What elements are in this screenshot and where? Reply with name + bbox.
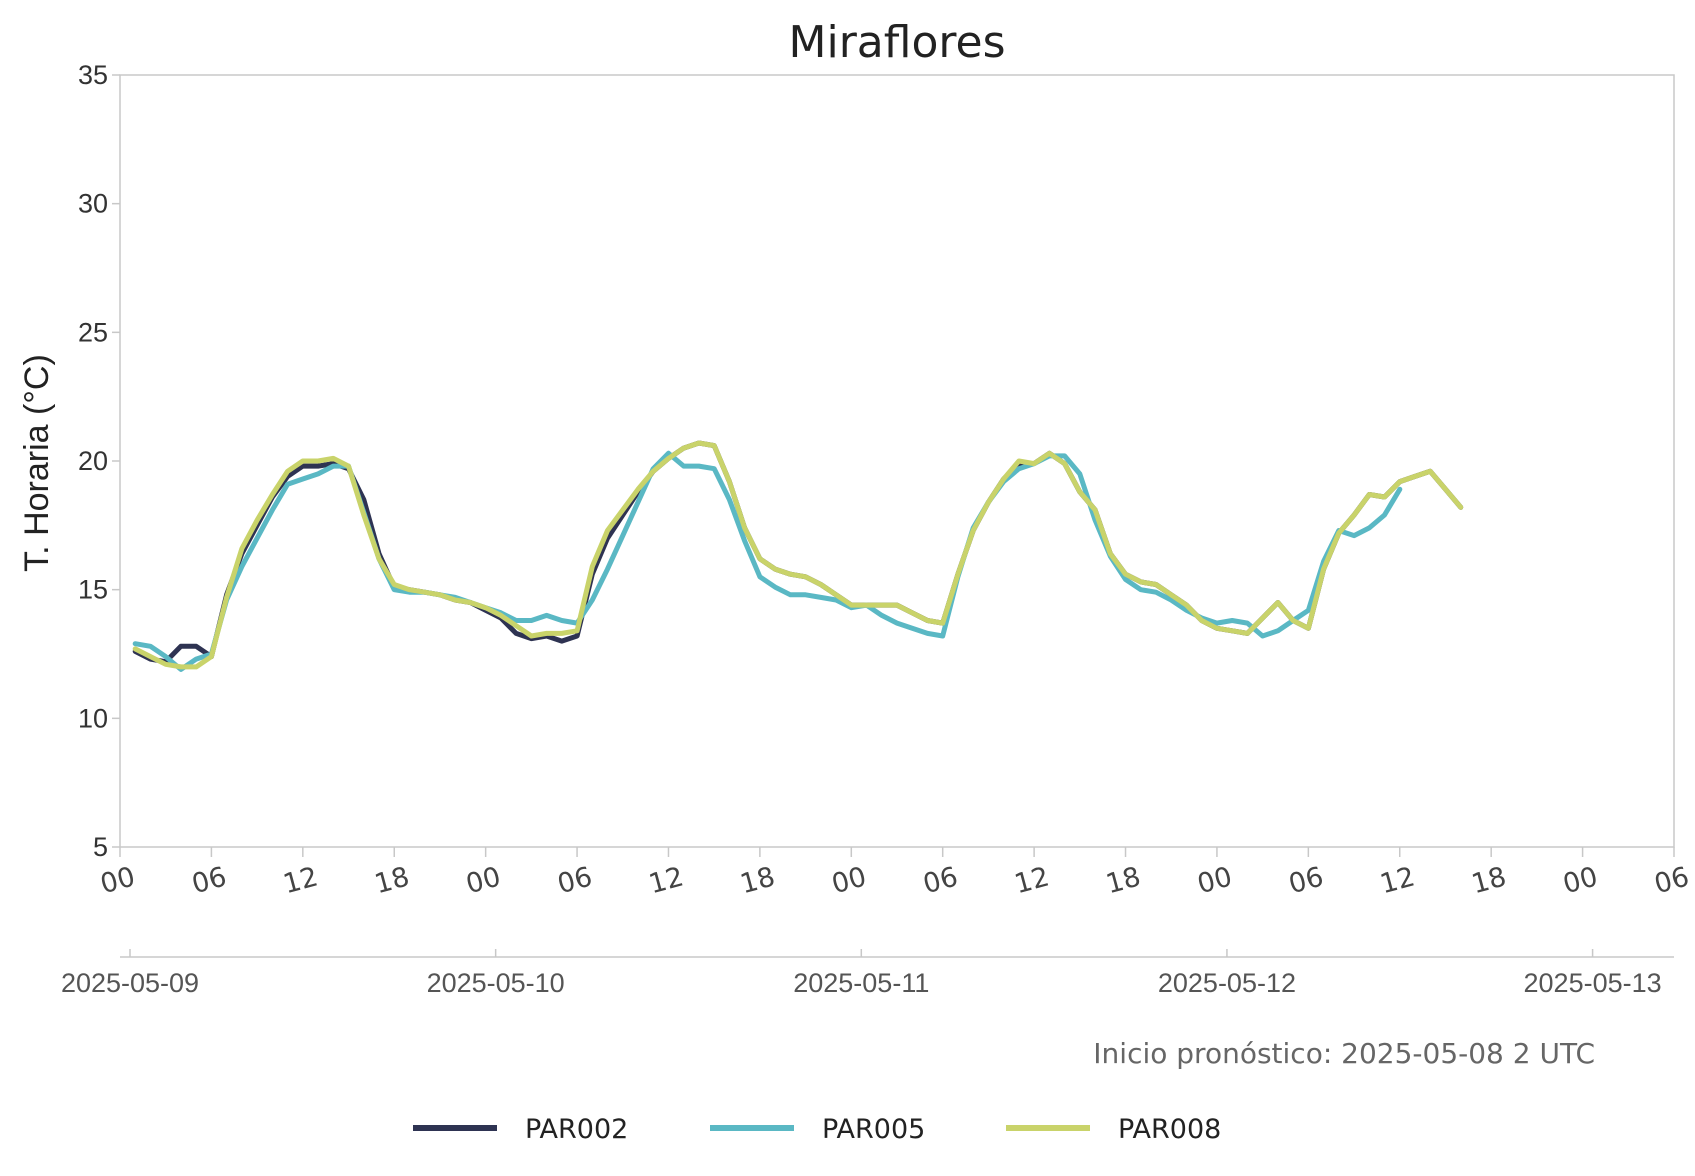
x-tick-label: 18	[737, 861, 778, 900]
y-tick-label: 5	[93, 832, 108, 862]
date-tick-label: 2025-05-13	[1524, 968, 1662, 998]
series-line-par002	[132, 440, 1464, 665]
forecast-start-note: Inicio pronóstico: 2025-05-08 2 UTC	[1093, 1037, 1595, 1070]
y-tick-label: 10	[78, 703, 108, 733]
x-tick-label: 18	[1468, 861, 1509, 900]
legend-label: PAR005	[822, 1114, 925, 1145]
series-lines	[132, 440, 1464, 672]
x-tick-label: 06	[189, 861, 230, 900]
x-tick-label: 18	[1103, 861, 1144, 900]
x-tick-label: 06	[1651, 861, 1692, 900]
x-tick-label: 12	[1377, 861, 1418, 900]
x-tick-label: 00	[463, 861, 504, 900]
y-axis-label: T. Horaria (°C)	[18, 354, 56, 572]
y-tick-label: 35	[78, 60, 108, 90]
legend: PAR002 PAR005 PAR008	[413, 1114, 1221, 1145]
date-tick-label: 2025-05-12	[1158, 968, 1296, 998]
date-tick-label: 2025-05-09	[61, 968, 199, 998]
x-tick-label: 06	[1286, 861, 1327, 900]
date-tick-label: 2025-05-11	[793, 968, 929, 998]
date-tick-label: 2025-05-10	[427, 968, 565, 998]
x-tick-label: 00	[97, 861, 138, 900]
chart-title: Miraflores	[789, 17, 1006, 68]
x-tick-label: 12	[1011, 861, 1052, 900]
x-axis-hours: 00 06 12 18 00 06 12 18 00 06 12 18 00 06 12 18 00 06	[97, 847, 1692, 900]
x-tick-label: 00	[1560, 861, 1601, 900]
legend-item-par002: PAR002	[413, 1114, 628, 1145]
legend-item-par005: PAR005	[710, 1114, 925, 1145]
x-tick-label: 18	[371, 861, 412, 900]
x-tick-label: 06	[920, 861, 961, 900]
y-tick-label: 20	[78, 446, 108, 476]
y-tick-label: 30	[78, 189, 108, 219]
x-tick-label: 12	[646, 861, 687, 900]
legend-item-par008: PAR008	[1006, 1114, 1221, 1145]
x-tick-label: 12	[280, 861, 321, 900]
legend-label: PAR008	[1118, 1114, 1221, 1145]
series-line-par008	[132, 440, 1464, 670]
legend-label: PAR002	[525, 1114, 628, 1145]
x-axis-dates: 2025-05-09 2025-05-10 2025-05-11 2025-05-12…	[61, 949, 1662, 998]
x-tick-label: 06	[554, 861, 595, 900]
y-tick-label: 25	[78, 317, 108, 347]
plot-frame	[119, 74, 1675, 848]
x-tick-label: 00	[1194, 861, 1235, 900]
x-tick-label: 00	[828, 861, 869, 900]
y-axis: 5 10 15 20 25 30 35	[78, 60, 120, 862]
y-tick-label: 15	[78, 575, 108, 605]
